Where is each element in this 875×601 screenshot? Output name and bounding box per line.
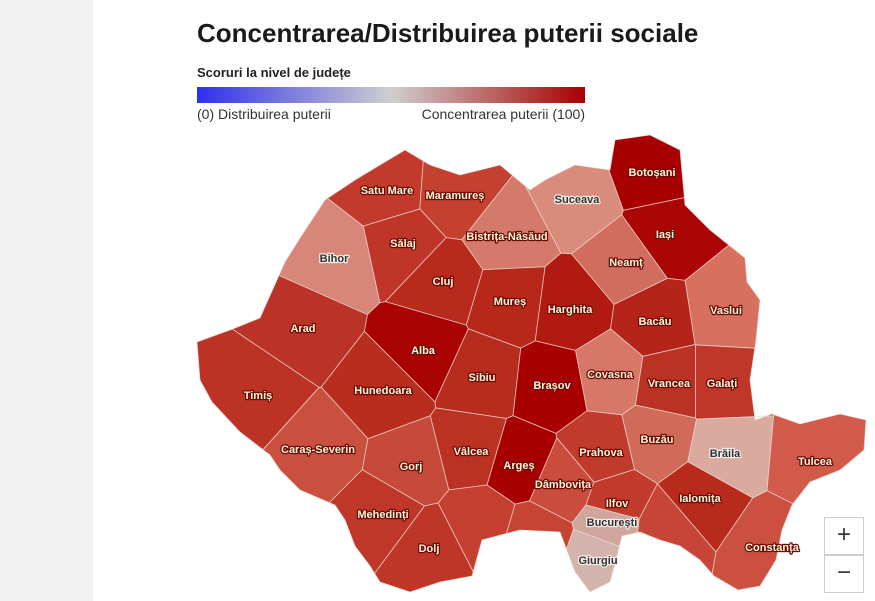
county-label: Brăila bbox=[710, 448, 741, 460]
county bbox=[328, 469, 426, 575]
legend-title: Scoruri la nivel de județe bbox=[197, 65, 351, 80]
title: Concentrarea/Distribuirea puterii social… bbox=[197, 18, 698, 48]
county-label: Gorj bbox=[400, 461, 423, 473]
zoom-out-button[interactable]: − bbox=[824, 555, 864, 593]
zoom-in-button[interactable]: + bbox=[824, 517, 864, 555]
county-label: Brașov bbox=[533, 380, 571, 392]
county-label: Argeș bbox=[503, 460, 534, 472]
legend-gradient bbox=[197, 87, 585, 103]
county-label: Ilfov bbox=[606, 498, 629, 510]
county bbox=[374, 502, 474, 593]
county-label: Bihor bbox=[320, 253, 349, 265]
county-label: București bbox=[587, 517, 638, 529]
county-label: Covasna bbox=[587, 369, 634, 381]
county bbox=[196, 328, 320, 451]
county-label: Mehedinți bbox=[357, 509, 408, 521]
county-label: Cluj bbox=[433, 276, 454, 288]
county bbox=[766, 413, 867, 505]
county-label: Arad bbox=[290, 323, 315, 335]
county bbox=[437, 484, 516, 573]
county-label: Alba bbox=[411, 345, 436, 357]
county-label: Giurgiu bbox=[578, 555, 617, 567]
county-label: Satu Mare bbox=[361, 185, 414, 197]
county-label: Tulcea bbox=[798, 456, 833, 468]
county-label: Prahova bbox=[579, 447, 623, 459]
county-label: Maramureș bbox=[426, 190, 485, 202]
legend-min-label: (0) Distribuirea puterii bbox=[197, 106, 331, 122]
county-label: Bacău bbox=[638, 316, 671, 328]
county-label: Sălaj bbox=[390, 238, 416, 250]
county-label: Botoșani bbox=[628, 167, 675, 179]
side-panel bbox=[0, 0, 93, 601]
county-label: Dâmbovița bbox=[535, 479, 592, 491]
county-label: Buzău bbox=[641, 434, 674, 446]
county-label: Suceava bbox=[555, 194, 601, 206]
county-label: Bistrița-Năsăud bbox=[466, 231, 547, 243]
county bbox=[505, 500, 574, 551]
county-label: Neamț bbox=[609, 257, 643, 269]
county-label: Dolj bbox=[419, 543, 440, 555]
county bbox=[711, 490, 794, 591]
county-label: Timiș bbox=[244, 390, 273, 402]
county bbox=[637, 483, 717, 575]
legend-max-label: Concentrarea puterii (100) bbox=[422, 106, 585, 122]
county-label: Constanța bbox=[745, 542, 800, 554]
county-label: Vaslui bbox=[710, 305, 742, 317]
county-label: Galați bbox=[707, 378, 738, 390]
county-label: Mureș bbox=[494, 296, 526, 308]
county-label: Caraș-Severin bbox=[281, 444, 355, 456]
county-label: Hunedoara bbox=[354, 385, 412, 397]
county-label: Harghita bbox=[548, 304, 594, 316]
county-label: Ialomița bbox=[679, 493, 721, 505]
county-label: Vâlcea bbox=[454, 446, 490, 458]
county-label: Sibiu bbox=[469, 372, 496, 384]
county-label: Iași bbox=[656, 229, 674, 241]
county-label: Vrancea bbox=[648, 378, 691, 390]
